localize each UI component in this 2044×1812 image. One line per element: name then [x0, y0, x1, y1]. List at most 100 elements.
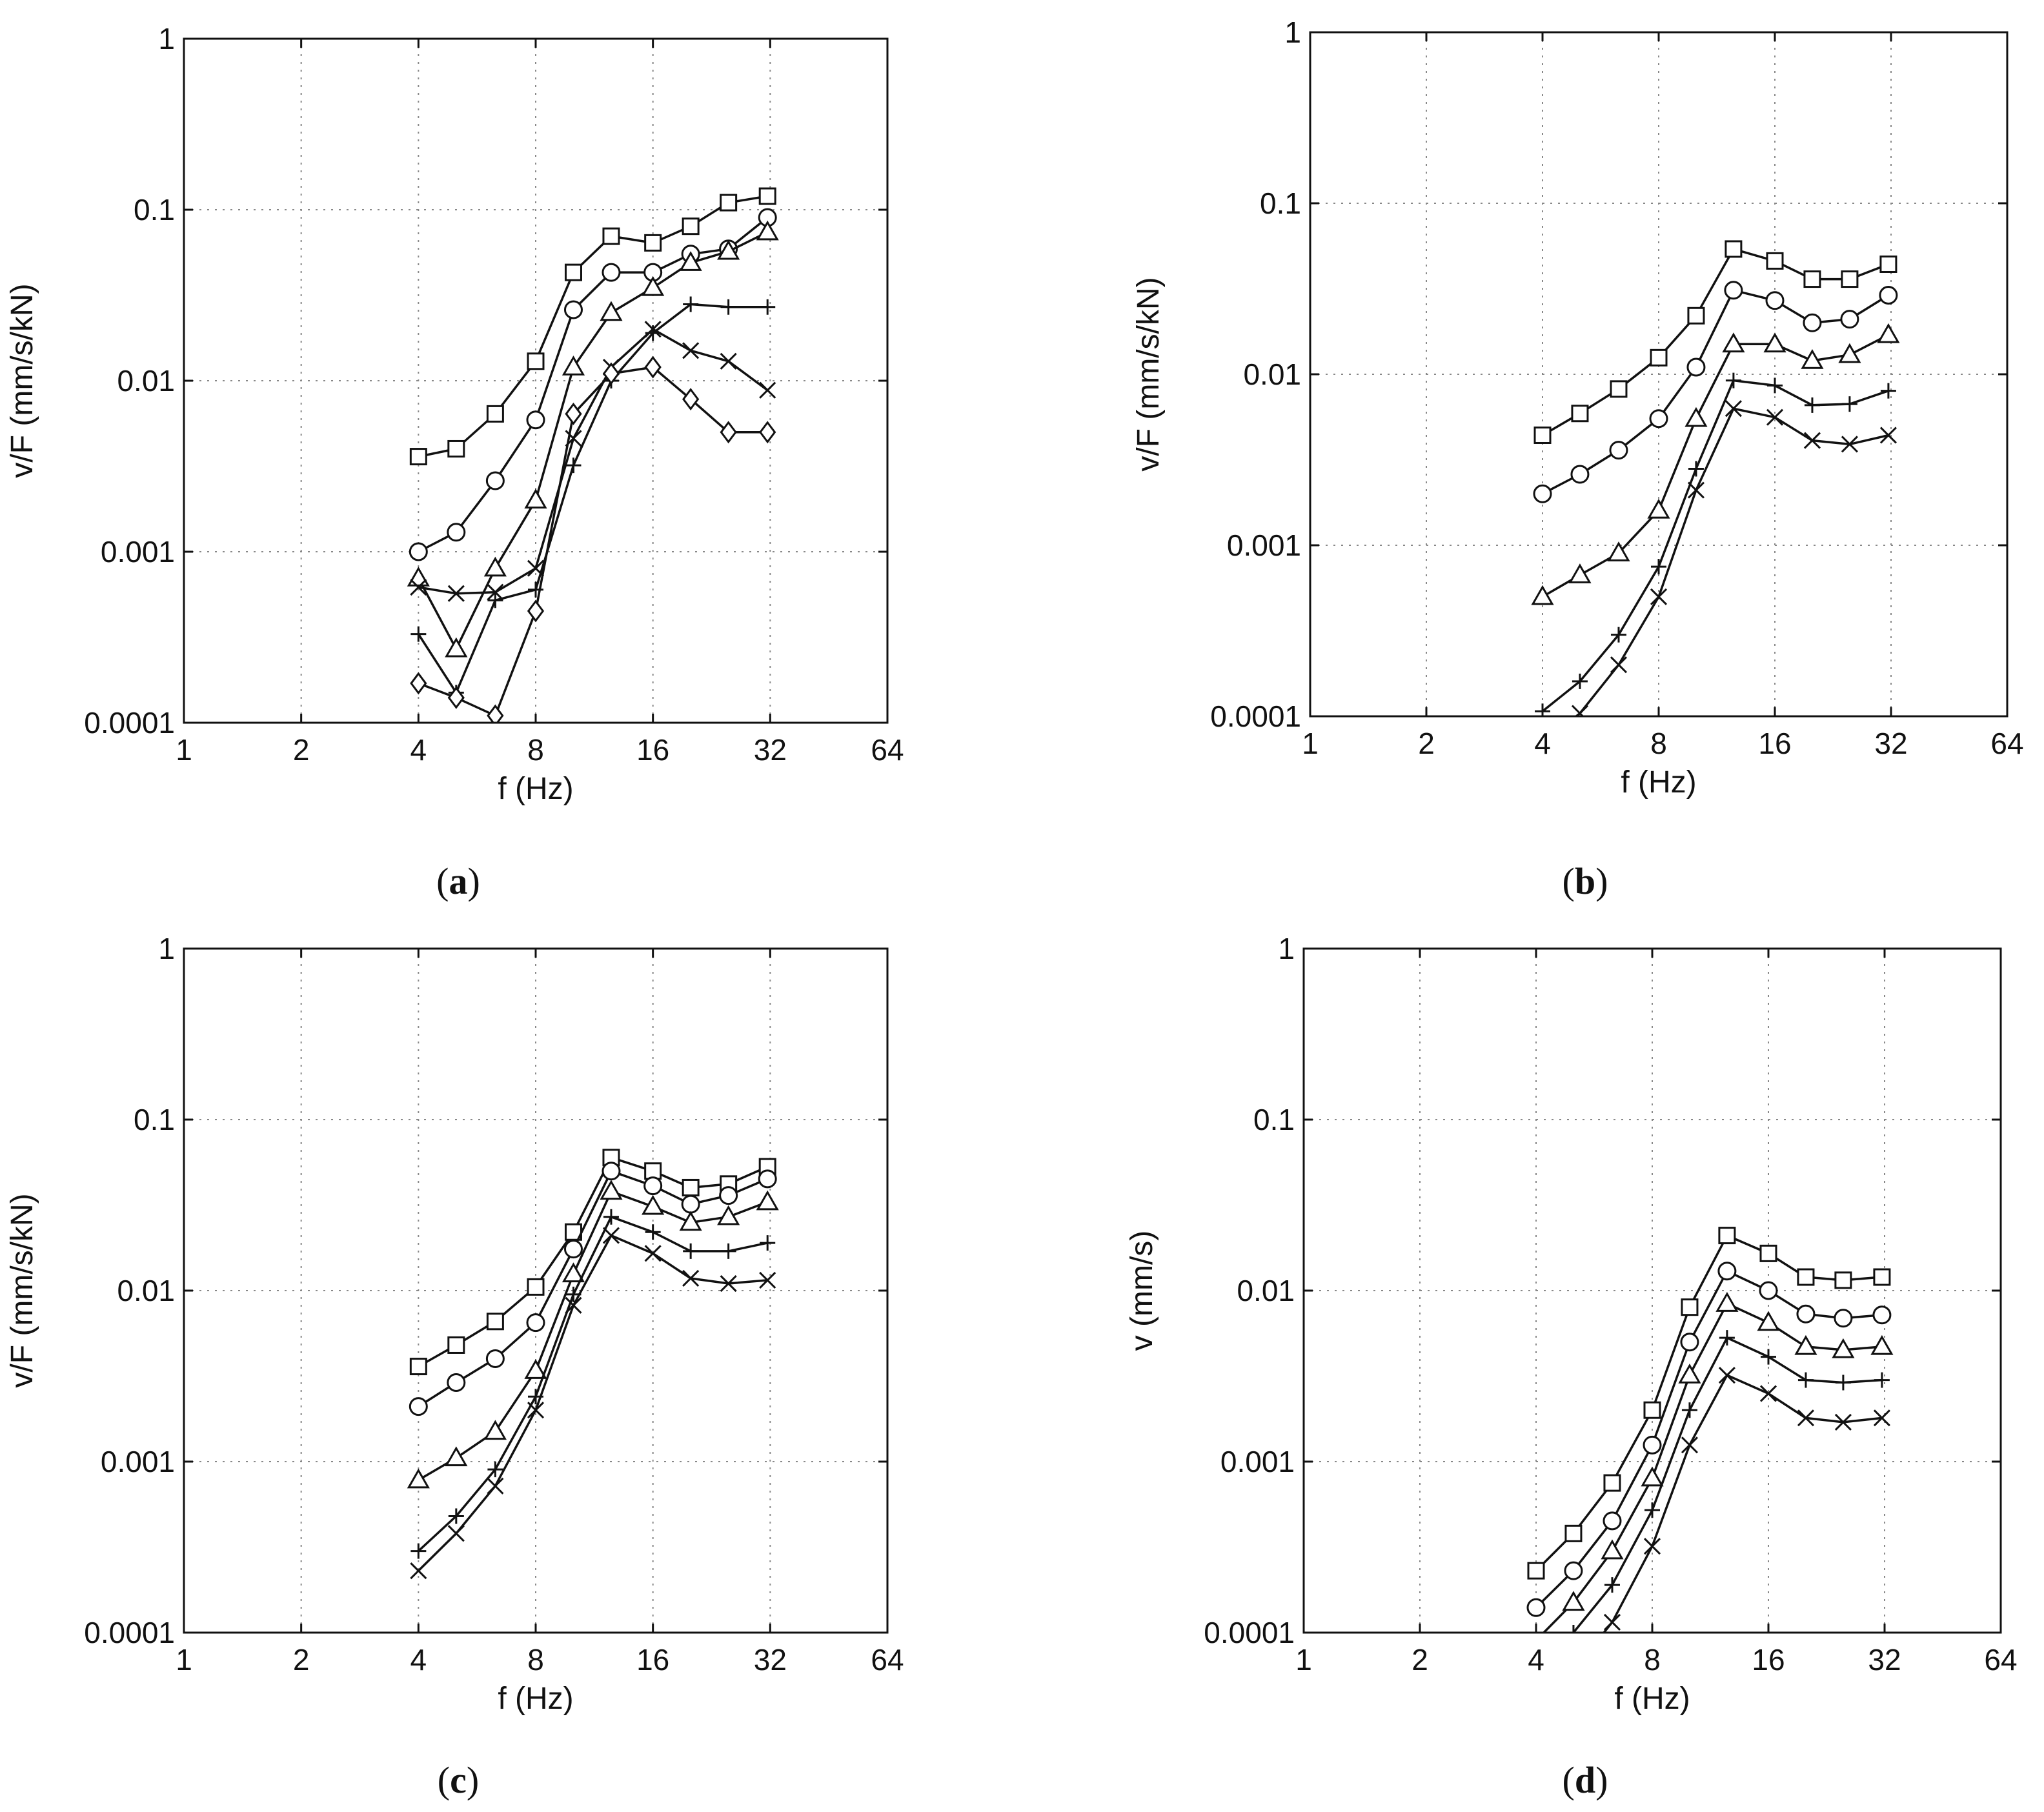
- x-tick-label: 1: [176, 733, 192, 767]
- data-point-circle: [1564, 1561, 1583, 1580]
- data-point-square: [486, 405, 504, 423]
- data-point-cross: [410, 1562, 427, 1580]
- data-point-triangle: [1531, 585, 1554, 605]
- data-point-square: [1571, 405, 1589, 423]
- data-point-diamond: [447, 686, 465, 709]
- data-point-circle: [409, 1397, 428, 1416]
- series-cross: [1602, 1367, 1890, 1633]
- data-point-triangle: [642, 276, 665, 296]
- y-axis-title: v/F (mm/s/kN): [5, 1193, 39, 1387]
- series-line-cross: [1574, 407, 1889, 716]
- data-point-plus: [1761, 1349, 1776, 1365]
- data-point-circle: [1603, 1511, 1622, 1531]
- plot-frame: [183, 947, 889, 1634]
- plot-frame: [1309, 31, 2009, 718]
- data-point-square: [1533, 426, 1552, 444]
- data-point-plus: [1651, 559, 1666, 575]
- series-circle: [1526, 1262, 1892, 1617]
- data-point-triangle: [1715, 1292, 1739, 1312]
- panel-label-a: (a): [436, 860, 480, 902]
- series-line-triangle: [418, 1190, 768, 1482]
- data-point-plus: [565, 458, 582, 474]
- series-cross: [1571, 400, 1897, 716]
- data-point-triangle: [1568, 563, 1592, 583]
- data-point-square: [682, 217, 700, 236]
- x-tick-label: 4: [1534, 727, 1551, 760]
- data-point-cross: [720, 352, 737, 370]
- x-tick-label: 64: [1990, 727, 2023, 760]
- data-point-triangle: [1678, 1364, 1701, 1384]
- series-square: [409, 187, 776, 466]
- data-point-triangle: [1870, 1334, 1894, 1355]
- data-point-circle: [681, 1194, 700, 1214]
- x-tick-label: 1: [1302, 727, 1319, 760]
- data-point-plus: [1841, 396, 1857, 412]
- y-tick-label: 1: [158, 932, 175, 965]
- data-point-cross: [644, 1245, 662, 1262]
- y-tick-label: 0.1: [1260, 186, 1301, 220]
- y-axis-title: v/F (mm/s/kN): [1131, 277, 1166, 471]
- data-point-triangle: [600, 1180, 623, 1200]
- series-line-circle: [418, 1170, 768, 1408]
- series-line-circle: [1535, 1270, 1883, 1609]
- data-point-cross: [1643, 1538, 1661, 1555]
- data-point-square: [602, 227, 620, 245]
- data-point-plus: [1797, 1372, 1814, 1388]
- data-point-triangle: [679, 1211, 702, 1231]
- series-line-square: [418, 1156, 768, 1368]
- y-axis-title: v (mm/s): [1125, 1231, 1159, 1351]
- data-point-square: [1803, 270, 1821, 288]
- x-tick-label: 8: [527, 1643, 544, 1676]
- data-point-cross: [410, 578, 427, 596]
- data-point-diamond: [410, 672, 427, 695]
- data-point-circle: [1526, 1598, 1546, 1617]
- x-tick-label: 8: [1644, 1643, 1661, 1676]
- data-point-diamond: [565, 402, 582, 425]
- x-tick-label: 32: [1868, 1643, 1901, 1676]
- data-point-cross: [1879, 427, 1897, 444]
- data-point-diamond: [720, 421, 737, 444]
- series-line-square: [418, 195, 768, 458]
- data-point-plus: [760, 299, 776, 315]
- data-point-triangle: [1647, 498, 1670, 519]
- data-point-plus: [1535, 703, 1550, 716]
- data-point-diamond: [527, 599, 545, 623]
- y-tick-label: 0.001: [1220, 1445, 1295, 1478]
- y-axis-title: v/F (mm/s/kN): [5, 283, 39, 478]
- data-point-square: [1681, 1298, 1699, 1316]
- series-plus: [410, 296, 776, 701]
- data-point-triangle: [483, 556, 507, 577]
- x-tick-label: 2: [293, 733, 310, 767]
- x-tick-label: 16: [636, 1643, 669, 1676]
- data-point-cross: [1725, 400, 1742, 418]
- data-point-cross: [1841, 436, 1858, 453]
- data-point-cross: [759, 381, 776, 399]
- y-tick-label: 0.01: [1243, 357, 1301, 391]
- data-point-circle: [1803, 313, 1822, 332]
- data-point-plus: [487, 1462, 503, 1478]
- data-point-plus: [645, 1224, 661, 1240]
- data-point-cross: [682, 342, 700, 359]
- data-point-square: [447, 1336, 465, 1354]
- data-point-square: [1650, 348, 1668, 367]
- data-point-square: [1718, 1227, 1736, 1245]
- data-point-cross: [1610, 656, 1628, 674]
- data-point-cross: [1803, 432, 1821, 449]
- data-point-triangle: [562, 1262, 585, 1283]
- data-point-plus: [1572, 673, 1588, 689]
- y-tick-label: 0.1: [1253, 1103, 1295, 1136]
- series-cross: [410, 1227, 776, 1580]
- x-tick-label: 8: [527, 733, 544, 767]
- data-point-circle: [526, 410, 545, 430]
- data-point-circle: [447, 523, 466, 542]
- data-point-plus: [683, 1243, 699, 1259]
- data-point-triangle: [445, 1446, 468, 1467]
- data-point-square: [644, 234, 662, 252]
- y-tick-label: 0.01: [1237, 1274, 1295, 1307]
- data-point-triangle: [1641, 1466, 1664, 1487]
- panels-layer: 1 2 4 8 16 32 64 0.0001 0.001 0.01 0.1 1 f (Hz) v/F (…: [5, 15, 2024, 1716]
- x-tick-label: 16: [636, 733, 669, 767]
- chart-panel-d: 1 2 4 8 16 32 64 0.0001 0.001 0.01 0.1 1 f (Hz) v (mm…: [1125, 932, 2018, 1716]
